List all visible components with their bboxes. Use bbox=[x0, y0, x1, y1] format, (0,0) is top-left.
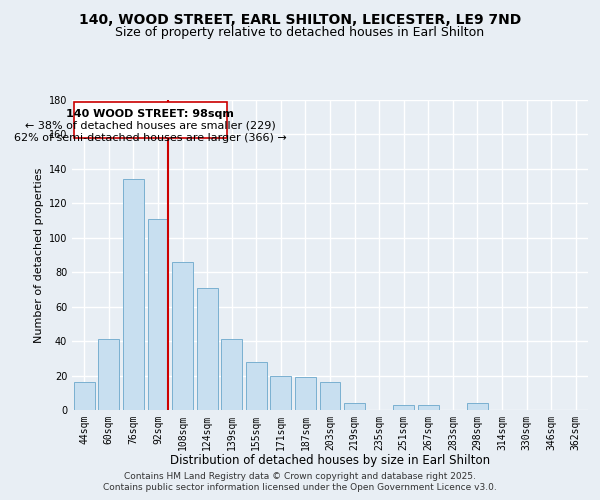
Bar bbox=[418, 405, 439, 410]
Text: Contains HM Land Registry data © Crown copyright and database right 2025.: Contains HM Land Registry data © Crown c… bbox=[124, 472, 476, 481]
Bar bbox=[74, 382, 95, 410]
Text: 62% of semi-detached houses are larger (366) →: 62% of semi-detached houses are larger (… bbox=[14, 132, 287, 142]
Text: 140, WOOD STREET, EARL SHILTON, LEICESTER, LE9 7ND: 140, WOOD STREET, EARL SHILTON, LEICESTE… bbox=[79, 12, 521, 26]
Y-axis label: Number of detached properties: Number of detached properties bbox=[34, 168, 44, 342]
Bar bbox=[344, 403, 365, 410]
Bar bbox=[467, 403, 488, 410]
Text: 140 WOOD STREET: 98sqm: 140 WOOD STREET: 98sqm bbox=[67, 108, 235, 118]
Bar bbox=[98, 340, 119, 410]
Bar bbox=[74, 102, 227, 138]
Text: ← 38% of detached houses are smaller (229): ← 38% of detached houses are smaller (22… bbox=[25, 120, 276, 130]
Text: Size of property relative to detached houses in Earl Shilton: Size of property relative to detached ho… bbox=[115, 26, 485, 39]
Bar bbox=[271, 376, 292, 410]
Text: Contains public sector information licensed under the Open Government Licence v3: Contains public sector information licen… bbox=[103, 484, 497, 492]
Bar bbox=[197, 288, 218, 410]
Bar bbox=[148, 219, 169, 410]
X-axis label: Distribution of detached houses by size in Earl Shilton: Distribution of detached houses by size … bbox=[170, 454, 490, 468]
Bar bbox=[172, 262, 193, 410]
Bar bbox=[393, 405, 414, 410]
Bar bbox=[295, 378, 316, 410]
Bar bbox=[320, 382, 340, 410]
Bar bbox=[221, 340, 242, 410]
Bar bbox=[246, 362, 267, 410]
Bar bbox=[123, 179, 144, 410]
